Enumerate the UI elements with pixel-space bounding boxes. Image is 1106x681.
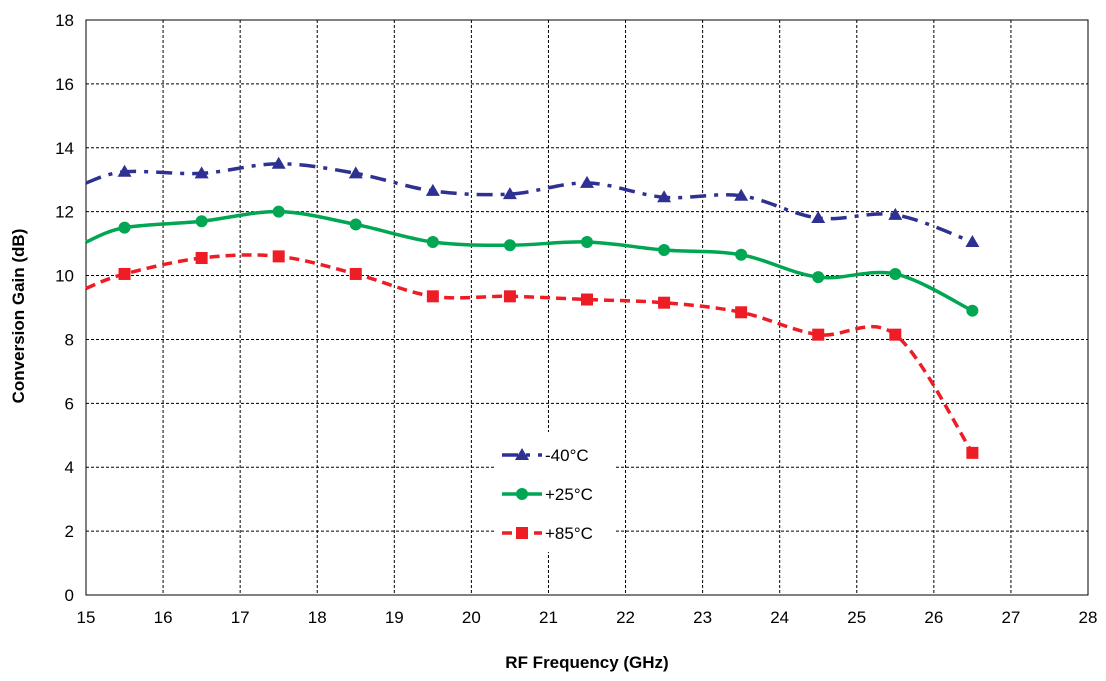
y-tick-label: 8 xyxy=(65,330,74,349)
legend: -40°C +25°C +85°C xyxy=(494,432,616,552)
data-point xyxy=(118,267,131,280)
data-point xyxy=(425,183,440,196)
y-tick-label: 14 xyxy=(55,139,74,158)
y-tick-label: 12 xyxy=(55,203,74,222)
x-tick-label: 22 xyxy=(616,608,635,627)
data-point xyxy=(888,207,903,220)
x-axis-title: RF Frequency (GHz) xyxy=(505,653,668,672)
data-point xyxy=(195,251,208,264)
legend-marker xyxy=(515,448,529,460)
data-point xyxy=(734,188,749,201)
data-point xyxy=(272,205,285,218)
data-point xyxy=(965,235,980,248)
data-point xyxy=(502,187,517,200)
series-group xyxy=(85,156,980,459)
x-tick-label: 26 xyxy=(924,608,943,627)
data-point xyxy=(117,164,132,177)
data-point xyxy=(580,175,594,188)
series-line xyxy=(85,253,974,454)
series-1 xyxy=(85,156,980,248)
data-point xyxy=(966,304,979,317)
legend-marker xyxy=(516,527,528,539)
data-point xyxy=(889,267,902,280)
data-point xyxy=(271,156,286,169)
legend-item: +25°C xyxy=(502,485,593,504)
data-point xyxy=(812,328,825,341)
legend-label: +25°C xyxy=(545,485,593,504)
data-point xyxy=(657,190,672,203)
data-point xyxy=(194,166,209,179)
x-tick-label: 16 xyxy=(154,608,173,627)
x-tick-label: 25 xyxy=(847,608,866,627)
y-axis-ticks: 0 2 4 6 8 10 12 14 16 18 xyxy=(55,11,74,605)
x-tick-label: 28 xyxy=(1079,608,1098,627)
series-2 xyxy=(85,205,979,317)
data-point xyxy=(426,290,439,303)
data-point xyxy=(735,306,748,319)
legend-label: +85°C xyxy=(545,524,593,543)
x-tick-label: 21 xyxy=(539,608,558,627)
x-axis-ticks: 15 16 17 18 19 20 21 22 23 24 25 26 27 28 xyxy=(77,608,1098,627)
data-point xyxy=(118,221,131,234)
x-tick-label: 15 xyxy=(77,608,96,627)
data-point xyxy=(426,236,439,249)
y-tick-label: 4 xyxy=(65,458,74,477)
legend-item: +85°C xyxy=(502,524,593,543)
y-tick-label: 2 xyxy=(65,522,74,541)
x-tick-label: 17 xyxy=(231,608,250,627)
data-point xyxy=(348,166,363,179)
legend-item: -40°C xyxy=(502,446,589,465)
data-point xyxy=(658,244,671,256)
series-3 xyxy=(85,250,979,459)
y-tick-label: 0 xyxy=(65,586,74,605)
data-point xyxy=(349,218,362,231)
data-point xyxy=(581,293,593,306)
data-point xyxy=(889,328,902,341)
x-tick-label: 20 xyxy=(462,608,481,627)
data-point xyxy=(272,250,285,263)
y-tick-label: 16 xyxy=(55,75,74,94)
legend-box xyxy=(494,432,616,552)
data-point xyxy=(811,211,826,224)
data-point xyxy=(658,296,671,309)
plot-area xyxy=(85,19,1089,596)
x-tick-label: 24 xyxy=(770,608,789,627)
legend-label: -40°C xyxy=(545,446,589,465)
data-point xyxy=(195,215,208,228)
data-point xyxy=(503,290,516,303)
data-point xyxy=(581,236,593,249)
y-tick-label: 10 xyxy=(55,267,74,286)
legend-marker xyxy=(516,488,528,500)
data-point xyxy=(735,248,748,261)
data-point xyxy=(812,271,825,284)
y-tick-label: 18 xyxy=(55,11,74,30)
data-point xyxy=(349,267,362,280)
x-tick-label: 19 xyxy=(385,608,404,627)
x-tick-label: 18 xyxy=(308,608,327,627)
data-point xyxy=(966,446,979,459)
x-tick-label: 23 xyxy=(693,608,712,627)
y-tick-label: 6 xyxy=(65,394,74,413)
x-tick-label: 27 xyxy=(1001,608,1020,627)
y-axis-title: Conversion Gain (dB) xyxy=(9,229,28,404)
data-point xyxy=(503,239,516,252)
